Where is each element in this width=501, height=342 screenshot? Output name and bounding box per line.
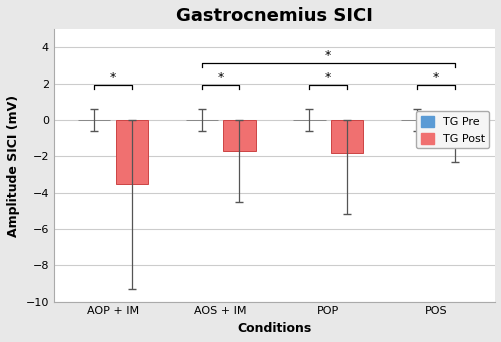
Title: Gastrocnemius SICI: Gastrocnemius SICI	[176, 7, 372, 25]
Legend: TG Pre, TG Post: TG Pre, TG Post	[415, 111, 488, 148]
Text: *: *	[432, 71, 438, 84]
Text: *: *	[217, 71, 223, 84]
Bar	[223, 120, 255, 151]
Bar	[330, 120, 363, 153]
Y-axis label: Amplitude SICI (mV): Amplitude SICI (mV)	[7, 94, 20, 237]
Bar	[438, 120, 470, 136]
Text: *: *	[325, 49, 331, 62]
Bar	[115, 120, 148, 184]
Text: *: *	[110, 71, 116, 84]
Text: *: *	[325, 71, 331, 84]
X-axis label: Conditions: Conditions	[237, 322, 311, 335]
